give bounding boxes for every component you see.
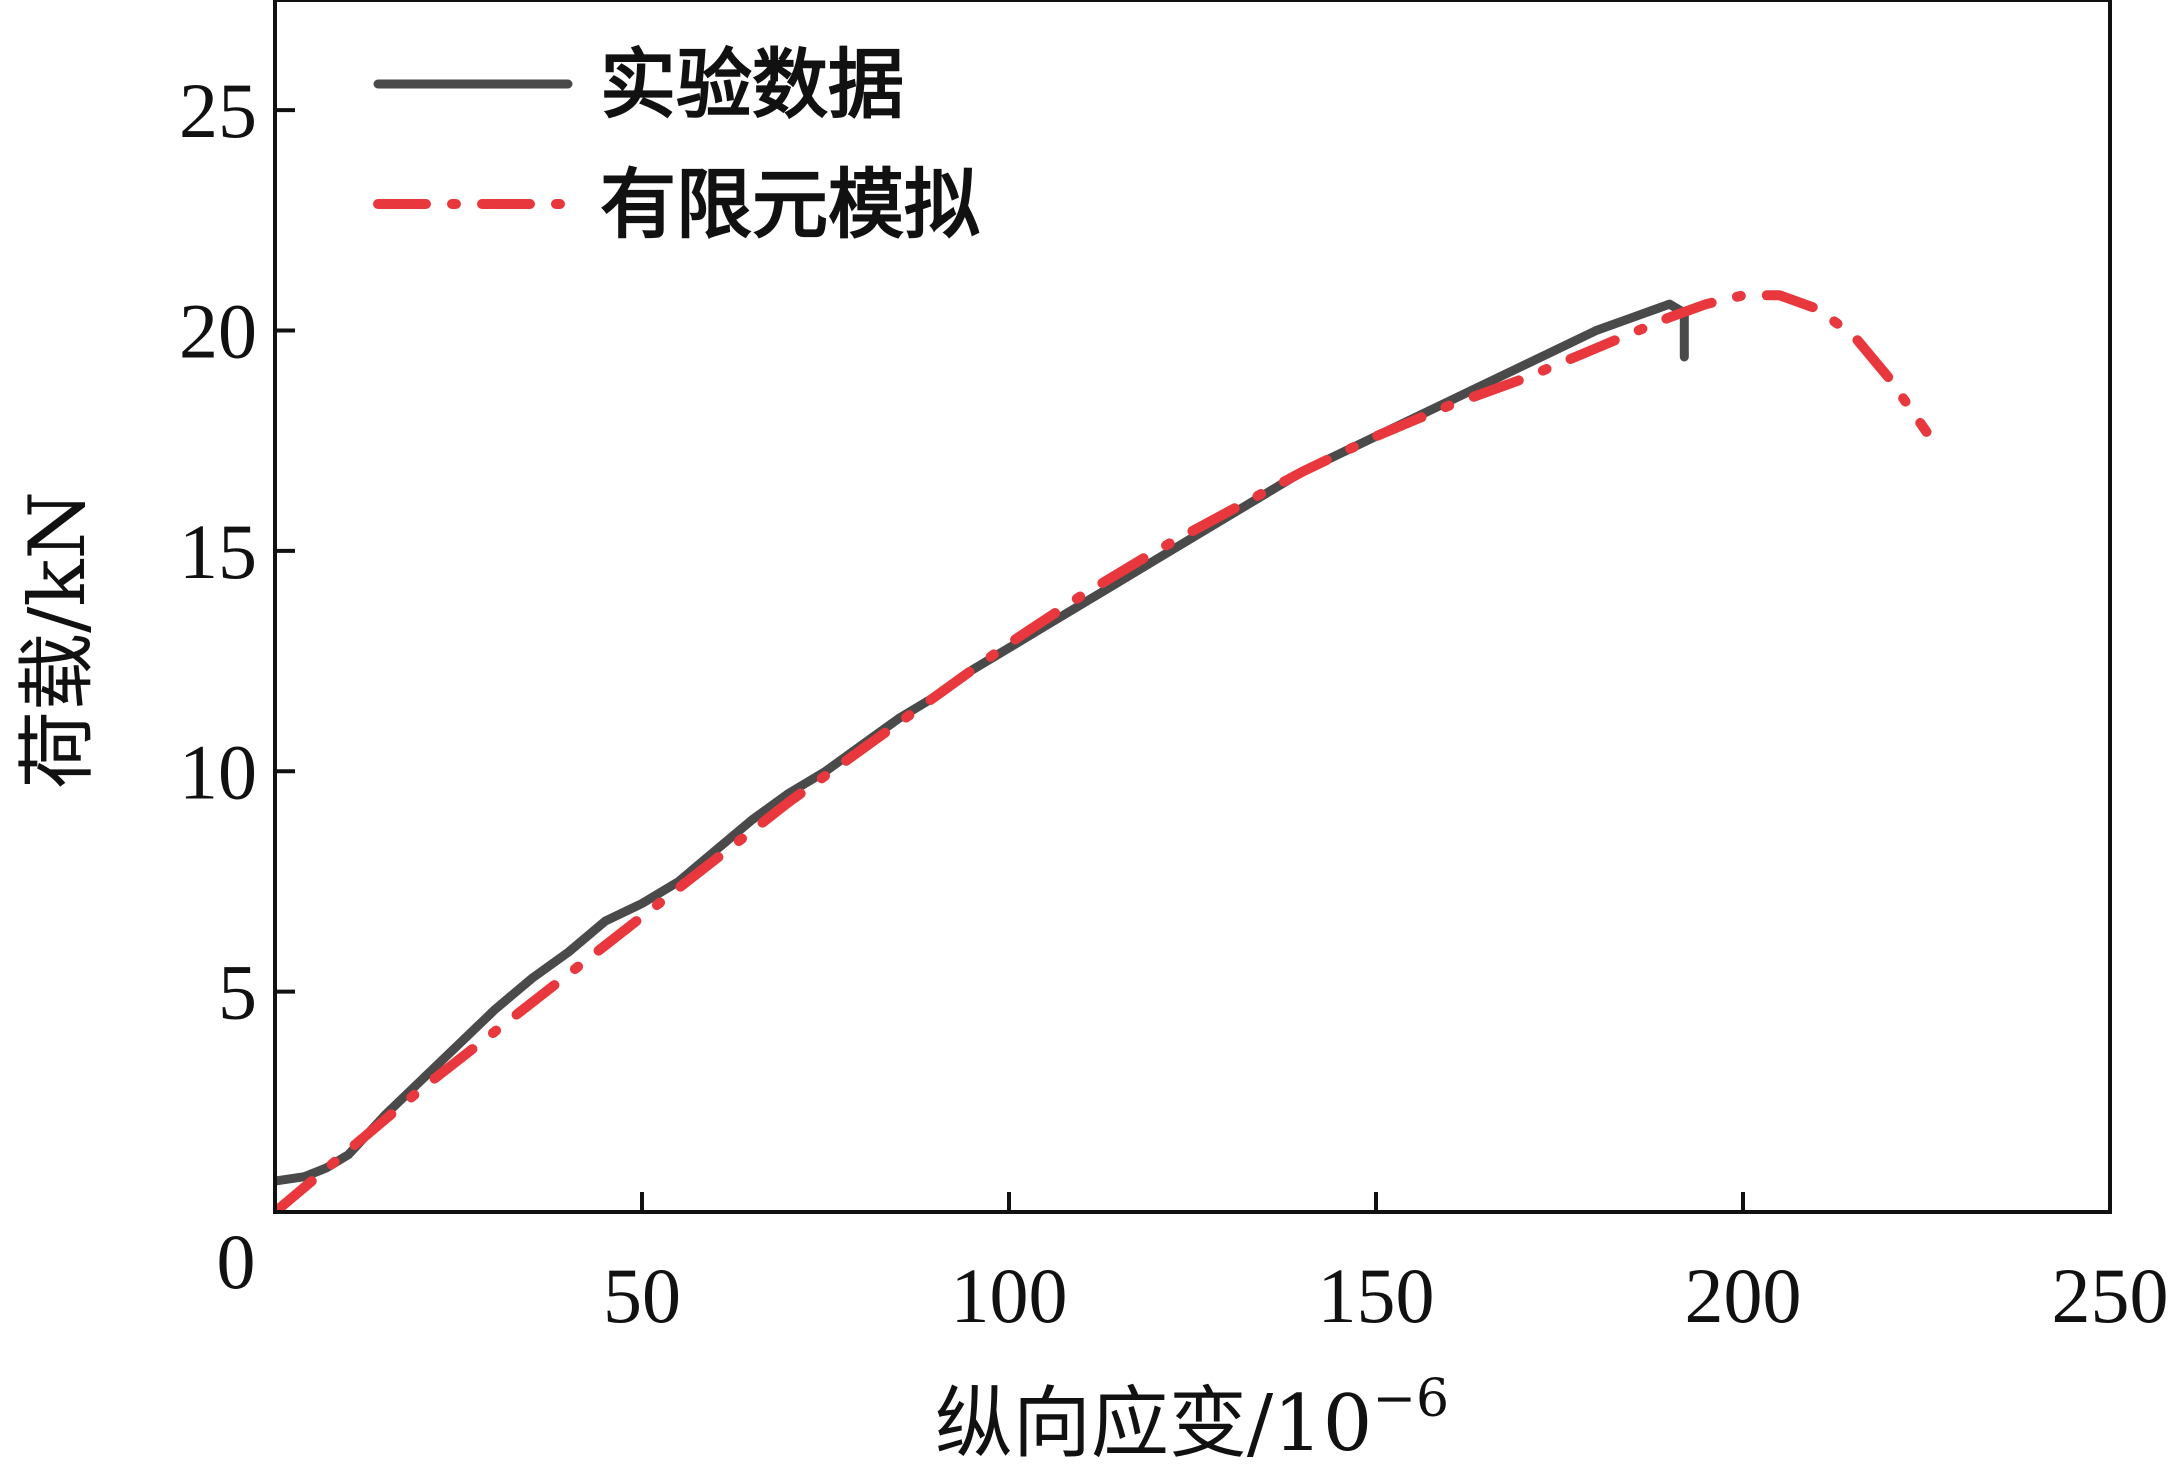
x-axis-title: 纵向应变/10−6 xyxy=(935,1369,1449,1469)
x-axis-title-exponent: −6 xyxy=(1372,1369,1449,1429)
x-tick-label: 200 xyxy=(1685,1252,1802,1339)
x-tick-label: 50 xyxy=(603,1252,681,1339)
series-line-1 xyxy=(275,299,1689,1186)
y-tick-label: 25 xyxy=(179,67,257,154)
y-axis-title: 荷载/kN xyxy=(13,491,103,789)
y-tick-label: 15 xyxy=(179,508,257,595)
plot-frame xyxy=(273,0,2112,1214)
series-line-2 xyxy=(275,290,1932,1212)
x-tick-label: 150 xyxy=(1318,1252,1435,1339)
x-tick-label: 100 xyxy=(951,1252,1068,1339)
x-tick-label: 250 xyxy=(2052,1252,2169,1339)
x-axis-title-text: 纵向应变/10 xyxy=(935,1379,1373,1469)
y-tick-label: 5 xyxy=(218,949,257,1036)
y-tick-label: 10 xyxy=(179,728,257,815)
y-tick-label: 20 xyxy=(179,288,257,375)
legend-label-1: 实验数据 xyxy=(600,40,904,129)
plot-area xyxy=(275,290,1932,1212)
legend-label-2: 有限元模拟 xyxy=(600,160,980,249)
origin-label: 0 xyxy=(217,1218,256,1305)
